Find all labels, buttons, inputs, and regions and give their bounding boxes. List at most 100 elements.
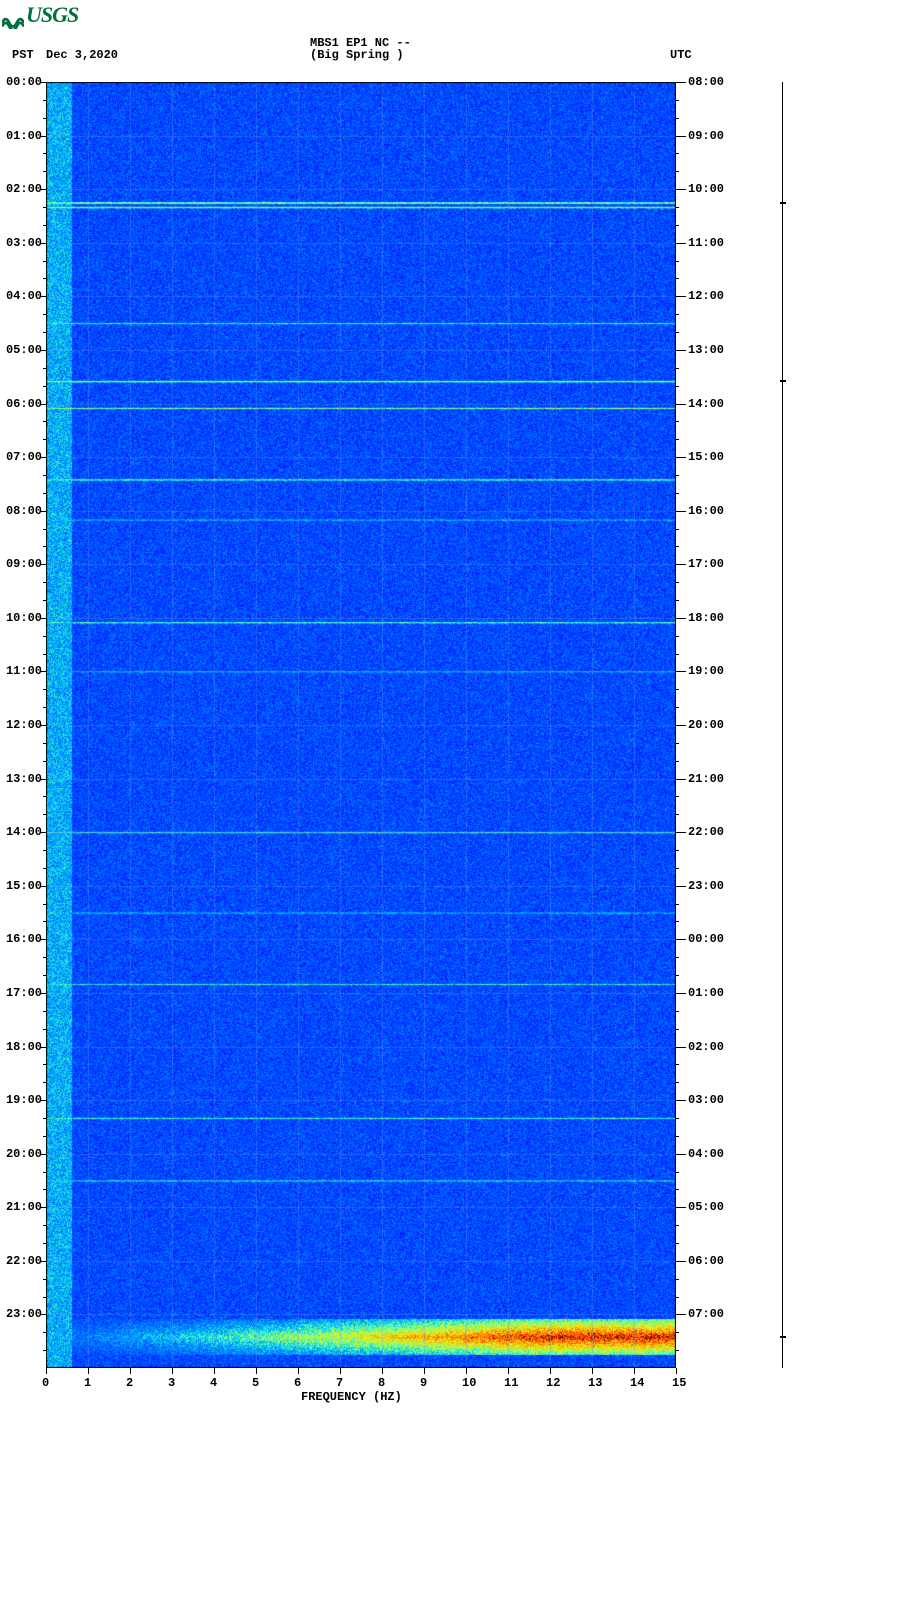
page-root: USGS PST Dec 3,2020 MBS1 EP1 NC -- (Big …: [0, 0, 902, 1613]
axis-tick: [43, 439, 46, 440]
axis-tick: [43, 975, 46, 976]
axis-tick: [676, 1082, 679, 1083]
axis-tick-label: 04:00: [688, 1147, 724, 1161]
axis-tick-label: 22:00: [6, 1254, 42, 1268]
axis-tick: [43, 475, 46, 476]
axis-tick: [676, 546, 679, 547]
axis-tick: [340, 1368, 341, 1374]
axis-tick: [676, 171, 679, 172]
axis-tick: [40, 511, 46, 512]
axis-tick: [676, 421, 679, 422]
axis-tick: [40, 189, 46, 190]
axis-tick-label: 12: [546, 1376, 560, 1390]
axis-tick: [43, 171, 46, 172]
axis-tick: [424, 1368, 425, 1374]
axis-tick-label: 04:00: [6, 289, 42, 303]
axis-tick: [43, 707, 46, 708]
axis-tick-label: 09:00: [6, 557, 42, 571]
axis-tick: [780, 202, 786, 204]
axis-tick: [43, 529, 46, 530]
axis-tick: [676, 761, 679, 762]
axis-tick: [676, 278, 679, 279]
axis-tick: [43, 1064, 46, 1065]
axis-tick: [676, 1225, 679, 1226]
axis-tick: [676, 975, 679, 976]
axis-tick: [43, 654, 46, 655]
axis-tick: [682, 671, 686, 672]
logo-text: USGS: [26, 2, 78, 27]
axis-tick-label: 17:00: [688, 557, 724, 571]
axis-tick-label: 03:00: [6, 236, 42, 250]
axis-tick: [676, 1029, 679, 1030]
date-label: Dec 3,2020: [46, 48, 118, 62]
axis-tick: [40, 136, 46, 137]
axis-tick-label: 8: [378, 1376, 385, 1390]
axis-tick-label: 05:00: [688, 1200, 724, 1214]
axis-tick: [43, 904, 46, 905]
axis-tick: [682, 886, 686, 887]
axis-tick: [43, 261, 46, 262]
axis-tick: [43, 118, 46, 119]
axis-tick: [682, 243, 686, 244]
axis-tick: [676, 707, 679, 708]
axis-tick: [676, 1243, 679, 1244]
axis-tick: [40, 993, 46, 994]
axis-tick: [40, 404, 46, 405]
axis-tick-label: 12:00: [688, 289, 724, 303]
axis-tick: [682, 1207, 686, 1208]
axis-tick-label: 03:00: [688, 1093, 724, 1107]
axis-tick: [382, 1368, 383, 1374]
axis-tick: [40, 1154, 46, 1155]
axis-tick: [130, 1368, 131, 1374]
axis-tick: [676, 1297, 679, 1298]
axis-tick: [682, 1100, 686, 1101]
axis-tick: [676, 850, 679, 851]
wave-icon: [2, 9, 24, 25]
axis-tick-label: 11:00: [6, 664, 42, 678]
axis-tick-label: 1: [84, 1376, 91, 1390]
axis-tick: [43, 368, 46, 369]
axis-tick: [676, 225, 679, 226]
axis-tick: [682, 725, 686, 726]
axis-tick-label: 21:00: [6, 1200, 42, 1214]
axis-tick-label: 15:00: [6, 879, 42, 893]
axis-tick-label: 09:00: [688, 129, 724, 143]
axis-tick: [676, 368, 679, 369]
axis-tick: [43, 1279, 46, 1280]
axis-tick: [46, 1368, 47, 1374]
axis-tick: [40, 671, 46, 672]
axis-tick: [40, 779, 46, 780]
axis-tick-label: 19:00: [688, 664, 724, 678]
axis-tick: [676, 957, 679, 958]
axis-tick: [682, 296, 686, 297]
axis-tick: [43, 1350, 46, 1351]
axis-tick-label: 01:00: [688, 986, 724, 1000]
axis-tick: [682, 1261, 686, 1262]
axis-tick: [682, 189, 686, 190]
axis-tick: [676, 904, 679, 905]
axis-tick: [40, 1207, 46, 1208]
axis-tick: [682, 1047, 686, 1048]
axis-tick: [43, 207, 46, 208]
axis-tick: [40, 1261, 46, 1262]
axis-tick-label: 11:00: [688, 236, 724, 250]
axis-tick-label: 11: [504, 1376, 518, 1390]
station-line2: (Big Spring ): [310, 48, 404, 62]
axis-tick: [676, 654, 679, 655]
axis-tick: [43, 100, 46, 101]
axis-tick-label: 23:00: [6, 1307, 42, 1321]
axis-tick: [43, 1136, 46, 1137]
axis-tick: [43, 1082, 46, 1083]
amplitude-trace: [782, 82, 783, 1368]
axis-tick: [676, 1172, 679, 1173]
axis-tick: [676, 1136, 679, 1137]
axis-tick: [40, 457, 46, 458]
axis-tick-label: 5: [252, 1376, 259, 1390]
axis-tick-label: 4: [210, 1376, 217, 1390]
axis-tick: [676, 814, 679, 815]
axis-tick: [43, 850, 46, 851]
axis-tick: [40, 243, 46, 244]
axis-tick: [214, 1368, 215, 1374]
axis-tick: [43, 600, 46, 601]
axis-tick: [780, 1336, 786, 1338]
